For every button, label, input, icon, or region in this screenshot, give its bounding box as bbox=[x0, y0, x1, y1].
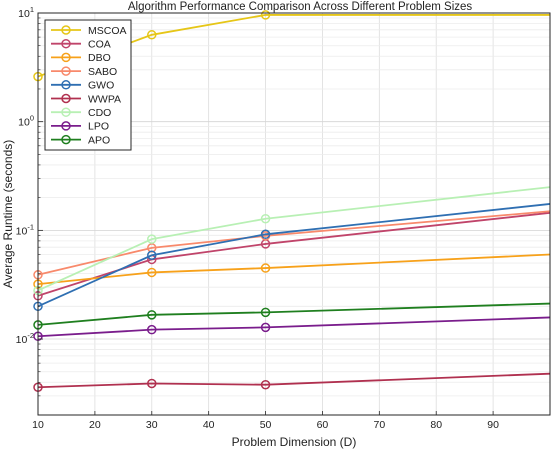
y-tick-label: 100 bbox=[18, 114, 34, 129]
series-line bbox=[37, 210, 551, 276]
data-point-marker bbox=[147, 310, 157, 320]
legend-swatch-marker bbox=[61, 25, 71, 35]
legend-label: SABO bbox=[88, 66, 117, 78]
data-point-marker bbox=[147, 234, 157, 244]
legend-item: LPO bbox=[51, 121, 109, 133]
legend-label: WWPA bbox=[88, 93, 121, 105]
legend-swatch-marker bbox=[61, 121, 71, 131]
x-tick-label: 80 bbox=[430, 419, 442, 431]
y-tick-exponent: -2 bbox=[27, 331, 34, 340]
y-axis-label: Average Runtime (seconds) bbox=[1, 140, 15, 289]
data-point-marker bbox=[147, 267, 157, 278]
y-tick-base: 10 bbox=[16, 225, 28, 237]
y-tick-base: 10 bbox=[18, 8, 30, 20]
legend-label: LPO bbox=[88, 121, 109, 133]
x-tick-label: 90 bbox=[487, 419, 499, 431]
data-point-marker bbox=[147, 324, 157, 335]
series-coa bbox=[33, 211, 551, 301]
series-apo bbox=[33, 302, 551, 330]
series-line bbox=[37, 203, 551, 308]
data-point-marker bbox=[260, 379, 271, 390]
x-tick-label: 70 bbox=[373, 419, 385, 431]
series-lpo bbox=[33, 316, 551, 342]
y-tick-label: 10-1 bbox=[16, 222, 34, 237]
data-point-marker bbox=[260, 229, 271, 240]
legend-swatch-marker bbox=[61, 93, 71, 104]
legend-swatch-marker bbox=[61, 134, 71, 145]
x-tick-label: 40 bbox=[203, 419, 215, 431]
data-point-marker bbox=[147, 378, 157, 389]
x-tick-label: 20 bbox=[89, 419, 101, 431]
y-tick-exponent: -1 bbox=[27, 222, 34, 231]
legend-swatch-marker bbox=[61, 107, 71, 117]
x-tick-label: 50 bbox=[260, 419, 272, 431]
x-tick-label: 10 bbox=[32, 419, 44, 431]
data-point-marker bbox=[147, 250, 157, 261]
data-point-marker bbox=[260, 322, 271, 333]
series-dbo bbox=[33, 253, 551, 289]
series-line bbox=[37, 253, 551, 286]
legend-item: CDO bbox=[51, 107, 111, 119]
data-point-marker bbox=[147, 30, 157, 40]
legend-item: APO bbox=[51, 134, 110, 146]
series-line bbox=[37, 186, 551, 292]
legend-label: CDO bbox=[88, 107, 111, 119]
chart-title: Algorithm Performance Comparison Across … bbox=[128, 1, 473, 13]
legend-label: COA bbox=[88, 39, 111, 51]
legend-label: APO bbox=[88, 134, 110, 146]
y-tick-base: 10 bbox=[18, 117, 30, 129]
series-line bbox=[37, 302, 551, 326]
plot-frame bbox=[37, 12, 551, 416]
x-tick-label: 30 bbox=[146, 419, 158, 431]
data-point-marker bbox=[260, 213, 271, 224]
data-point-marker bbox=[260, 263, 271, 273]
y-tick-label: 101 bbox=[18, 5, 34, 20]
legend-swatch-marker bbox=[61, 38, 71, 49]
legend-item: SABO bbox=[51, 66, 117, 78]
legend-label: DBO bbox=[88, 52, 111, 64]
series-line bbox=[37, 372, 551, 389]
x-axis-label: Problem Dimension (D) bbox=[232, 435, 357, 449]
legend-swatch-marker bbox=[61, 66, 71, 76]
y-tick-exponent: 0 bbox=[30, 114, 34, 123]
series-line bbox=[37, 316, 551, 338]
y-tick-label: 10-2 bbox=[16, 331, 34, 346]
data-point-marker bbox=[260, 307, 271, 318]
legend-label: GWO bbox=[88, 80, 114, 92]
y-tick-base: 10 bbox=[16, 334, 28, 346]
legend-item: COA bbox=[51, 39, 111, 51]
legend-label: MSCOA bbox=[88, 25, 127, 37]
legend-item: MSCOA bbox=[51, 25, 127, 37]
legend-item: DBO bbox=[51, 52, 111, 64]
legend-item: GWO bbox=[51, 80, 114, 92]
data-point-marker bbox=[260, 10, 271, 20]
legend-swatch-marker bbox=[61, 80, 71, 90]
y-tick-exponent: 1 bbox=[30, 5, 34, 14]
x-tick-label: 60 bbox=[317, 419, 329, 431]
legend-item: WWPA bbox=[51, 93, 121, 105]
legend-swatch-marker bbox=[61, 52, 71, 63]
